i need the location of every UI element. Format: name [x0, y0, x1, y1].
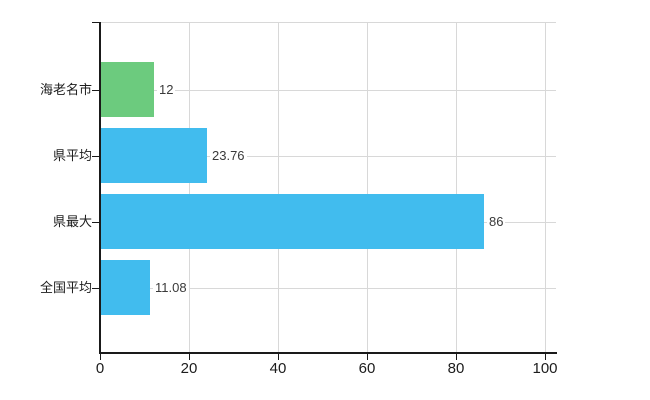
x-tick-label: 40: [269, 360, 287, 377]
y-axis-tick: [92, 156, 99, 157]
bar-value-label: 12: [157, 81, 176, 99]
x-axis-line: [99, 352, 557, 354]
x-axis-tick: [100, 354, 101, 360]
x-tick-label: 20: [180, 360, 198, 377]
gridline-vertical: [456, 22, 457, 353]
x-tick-label: 80: [447, 360, 465, 377]
bar-value-label: 86: [487, 213, 506, 231]
plot-top-border: [100, 22, 556, 23]
bar-value-label: 11.08: [153, 279, 189, 297]
y-axis-tick: [92, 288, 99, 289]
category-label: 県最大: [52, 214, 92, 229]
y-axis-tick: [92, 90, 99, 91]
category-label: 全国平均: [39, 280, 92, 295]
gridline-vertical: [278, 22, 279, 353]
x-tick-label: 0: [95, 360, 105, 377]
x-tick-label: 60: [358, 360, 376, 377]
y-axis-tick: [92, 222, 99, 223]
bar-value-label: 23.76: [210, 147, 247, 165]
x-tick-label: 100: [532, 360, 558, 377]
bar-県平均: [101, 128, 207, 183]
x-axis-tick: [189, 354, 190, 360]
gridline-vertical: [367, 22, 368, 353]
category-label: 海老名市: [39, 82, 92, 97]
gridline-horizontal: [100, 90, 556, 91]
x-axis-tick: [545, 354, 546, 360]
gridline-horizontal: [100, 288, 556, 289]
gridline-vertical: [545, 22, 546, 353]
gridline-horizontal: [100, 156, 556, 157]
x-axis-tick: [278, 354, 279, 360]
x-axis-tick: [367, 354, 368, 360]
bar-海老名市: [101, 62, 154, 117]
gridline-vertical: [189, 22, 190, 353]
y-axis-tick: [92, 22, 99, 23]
category-label: 県平均: [52, 148, 92, 163]
bar-県最大: [101, 194, 484, 249]
y-axis-line: [99, 22, 101, 354]
bar-全国平均: [101, 260, 150, 315]
x-axis-tick: [456, 354, 457, 360]
